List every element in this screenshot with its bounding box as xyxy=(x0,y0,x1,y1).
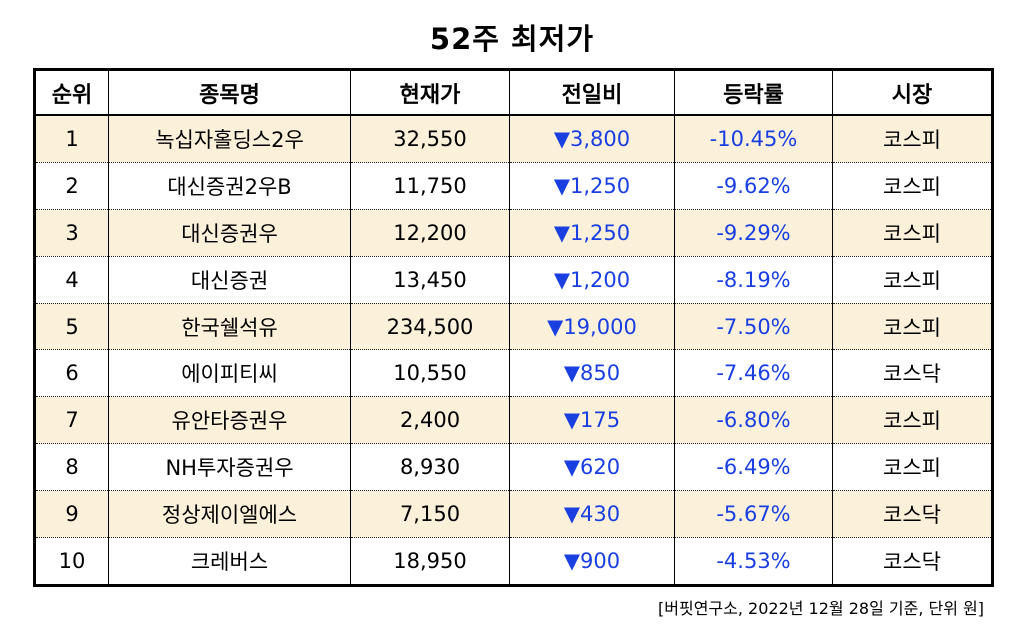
cell-rate: -5.67% xyxy=(674,490,833,539)
cell-market: 코스피 xyxy=(832,209,993,257)
column-header-market: 시장 xyxy=(832,69,993,116)
table-row: 10 크레버스 18,950 ▼900 -4.53% 코스닥 xyxy=(34,537,993,586)
column-header-change: 전일비 xyxy=(509,69,675,116)
cell-market: 코스피 xyxy=(832,443,993,492)
cell-stock-name: 대신증권우 xyxy=(108,209,351,257)
cell-rate: -9.62% xyxy=(674,162,833,210)
cell-stock-name: 대신증권 xyxy=(108,256,351,304)
cell-change: ▼850 xyxy=(509,349,675,398)
cell-market: 코스피 xyxy=(832,303,993,351)
cell-price: 18,950 xyxy=(350,537,510,586)
cell-price: 32,550 xyxy=(350,115,510,163)
cell-stock-name: 녹십자홀딩스2우 xyxy=(108,115,351,163)
cell-stock-name: 크레버스 xyxy=(108,537,351,586)
cell-rank: 4 xyxy=(34,256,109,304)
ranking-table: 순위 종목명 현재가 전일비 등락률 시장 1 녹십자홀딩스2우 32,550 ▼3,… xyxy=(33,68,994,587)
cell-rate: -6.80% xyxy=(674,396,833,445)
cell-change: ▼1,250 xyxy=(509,162,675,210)
cell-rate: -4.53% xyxy=(674,537,833,586)
cell-market: 코스피 xyxy=(832,256,993,304)
cell-price: 8,930 xyxy=(350,443,510,492)
cell-change: ▼3,800 xyxy=(509,115,675,163)
cell-price: 13,450 xyxy=(350,256,510,304)
table-row: 5 한국쉘석유 234,500 ▼19,000 -7.50% 코스피 xyxy=(34,303,993,351)
table-row: 3 대신증권우 12,200 ▼1,250 -9.29% 코스피 xyxy=(34,209,993,257)
cell-market: 코스피 xyxy=(832,162,993,210)
cell-stock-name: 한국쉘석유 xyxy=(108,303,351,351)
cell-market: 코스피 xyxy=(832,115,993,163)
cell-rank: 5 xyxy=(34,303,109,351)
table-row: 7 유안타증권우 2,400 ▼175 -6.80% 코스피 xyxy=(34,396,993,445)
cell-rank: 1 xyxy=(34,115,109,163)
cell-market: 코스피 xyxy=(832,396,993,445)
cell-rank: 6 xyxy=(34,349,109,398)
cell-price: 10,550 xyxy=(350,349,510,398)
cell-price: 2,400 xyxy=(350,396,510,445)
table-row: 1 녹십자홀딩스2우 32,550 ▼3,800 -10.45% 코스피 xyxy=(34,115,993,163)
cell-rank: 3 xyxy=(34,209,109,257)
table-row: 8 NH투자증권우 8,930 ▼620 -6.49% 코스피 xyxy=(34,443,993,492)
cell-stock-name: 에이피티씨 xyxy=(108,349,351,398)
cell-change: ▼620 xyxy=(509,443,675,492)
source-note: [버핏연구소, 2022년 12월 28일 기준, 단위 원] xyxy=(658,599,984,618)
cell-rank: 2 xyxy=(34,162,109,210)
cell-rank: 7 xyxy=(34,396,109,445)
column-header-rate: 등락률 xyxy=(674,69,833,116)
cell-market: 코스닥 xyxy=(832,490,993,539)
cell-market: 코스닥 xyxy=(832,349,993,398)
cell-rate: -7.46% xyxy=(674,349,833,398)
cell-stock-name: 유안타증권우 xyxy=(108,396,351,445)
cell-stock-name: 정상제이엘에스 xyxy=(108,490,351,539)
cell-change: ▼1,250 xyxy=(509,209,675,257)
cell-rate: -8.19% xyxy=(674,256,833,304)
cell-price: 12,200 xyxy=(350,209,510,257)
cell-change: ▼175 xyxy=(509,396,675,445)
cell-rate: -7.50% xyxy=(674,303,833,351)
cell-rank: 8 xyxy=(34,443,109,492)
cell-change: ▼900 xyxy=(509,537,675,586)
table-header-row: 순위 종목명 현재가 전일비 등락률 시장 xyxy=(34,69,993,116)
cell-price: 7,150 xyxy=(350,490,510,539)
cell-rate: -9.29% xyxy=(674,209,833,257)
cell-stock-name: 대신증권2우B xyxy=(108,162,351,210)
cell-rank: 10 xyxy=(34,537,109,586)
table-row: 9 정상제이엘에스 7,150 ▼430 -5.67% 코스닥 xyxy=(34,490,993,539)
cell-price: 11,750 xyxy=(350,162,510,210)
page-title: 52주 최저가 xyxy=(429,22,595,56)
cell-rank: 9 xyxy=(34,490,109,539)
cell-stock-name: NH투자증권우 xyxy=(108,443,351,492)
cell-market: 코스닥 xyxy=(832,537,993,586)
column-header-rank: 순위 xyxy=(34,69,109,116)
table-row: 4 대신증권 13,450 ▼1,200 -8.19% 코스피 xyxy=(34,256,993,304)
cell-change: ▼1,200 xyxy=(509,256,675,304)
cell-rate: -6.49% xyxy=(674,443,833,492)
cell-price: 234,500 xyxy=(350,303,510,351)
cell-change: ▼430 xyxy=(509,490,675,539)
cell-change: ▼19,000 xyxy=(509,303,675,351)
table-row: 6 에이피티씨 10,550 ▼850 -7.46% 코스닥 xyxy=(34,349,993,398)
column-header-name: 종목명 xyxy=(108,69,351,116)
cell-rate: -10.45% xyxy=(674,115,833,163)
table-row: 2 대신증권2우B 11,750 ▼1,250 -9.62% 코스피 xyxy=(34,162,993,210)
column-header-price: 현재가 xyxy=(350,69,510,116)
